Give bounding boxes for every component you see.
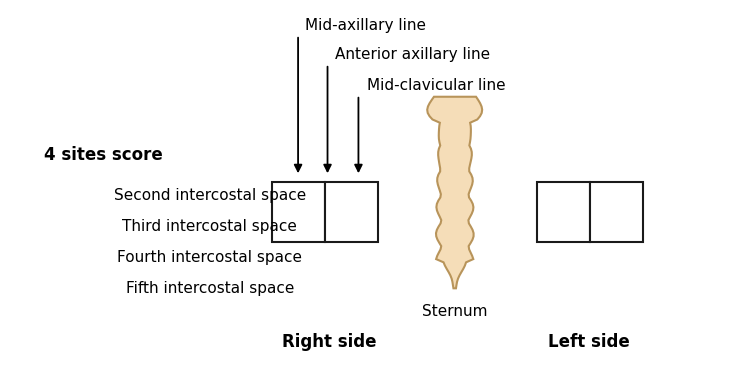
Bar	[325, 182, 378, 242]
Text: Fifth intercostal space: Fifth intercostal space	[126, 281, 294, 296]
Text: Fourth intercostal space: Fourth intercostal space	[117, 250, 302, 265]
Text: Mid-axillary line: Mid-axillary line	[305, 18, 426, 33]
Bar	[590, 182, 643, 242]
Bar	[272, 182, 325, 242]
Bar	[537, 182, 590, 242]
Text: Mid-clavicular line: Mid-clavicular line	[367, 79, 505, 93]
Text: Sternum: Sternum	[422, 304, 487, 319]
Text: Left side: Left side	[548, 334, 630, 351]
Text: Second intercostal space: Second intercostal space	[113, 188, 306, 203]
Text: Anterior axillary line: Anterior axillary line	[335, 48, 490, 62]
Text: 4 sites score: 4 sites score	[44, 146, 163, 164]
Polygon shape	[427, 97, 482, 288]
Text: Third intercostal space: Third intercostal space	[122, 219, 297, 234]
Text: Right side: Right side	[282, 334, 376, 351]
